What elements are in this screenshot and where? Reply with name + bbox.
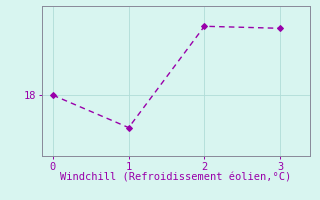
X-axis label: Windchill (Refroidissement éolien,°C): Windchill (Refroidissement éolien,°C) — [60, 173, 292, 183]
